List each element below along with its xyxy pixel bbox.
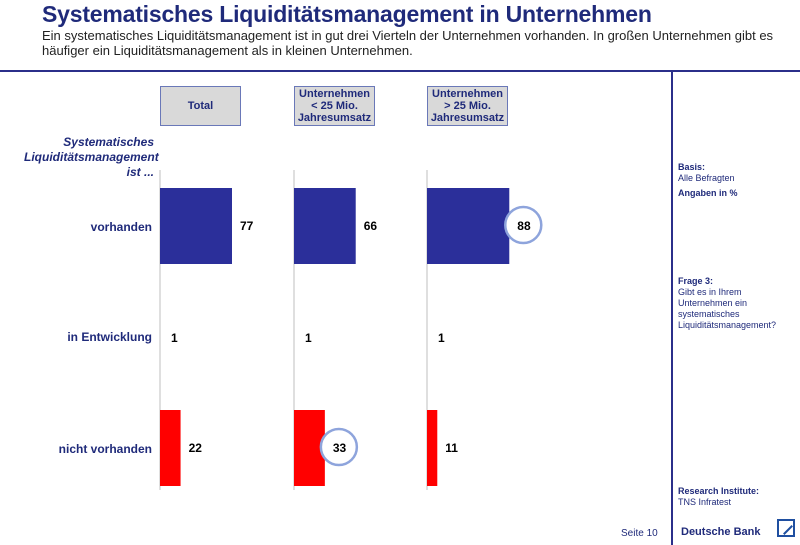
data-label-1-1: 1 [305,331,312,345]
column-header-total: Total [160,86,241,126]
header-divider [0,70,800,72]
brand-name: Deutsche Bank [681,526,761,538]
basis-value: Alle Befragten [678,173,735,183]
data-label-2-1: 1 [438,331,445,345]
page-number: Seite 10 [621,528,658,539]
data-label-1-0: 66 [364,219,378,233]
data-label-0-1: 1 [171,331,178,345]
bar-0-2 [160,410,181,486]
highlight-circle-2-0 [504,205,543,245]
question-label: Frage 3: [678,276,714,286]
column-header-small-companies: Unternehmen < 25 Mio. Jahresumsatz [294,86,375,126]
bar-2-0 [427,188,510,264]
highlight-circle-1-2 [319,427,359,467]
data-label-1-2: 33 [333,441,347,455]
question-text: Gibt es in Ihrem Unternehmen ein systema… [678,287,777,330]
unit-note: Angaben in % [678,188,738,198]
data-label-0-0: 77 [240,219,254,233]
row-label-nicht-vorhanden: nicht vorhanden [58,442,152,456]
basis-label: Basis: [678,162,706,172]
institute-label: Research Institute: [678,486,760,496]
column-header-large-companies: Unternehmen > 25 Mio. Jahresumsatz [427,86,508,126]
bar-1-0 [294,188,356,264]
bar-2-2 [427,410,438,486]
question-note: Frage 3: Gibt es in Ihrem Unternehmen ei… [678,276,798,331]
row-label-vorhanden: vorhanden [90,220,152,234]
bar-0-0 [160,188,232,264]
page-subtitle: Ein systematisches Liquiditätsmanagement… [42,28,774,58]
data-label-2-2: 11 [445,441,458,455]
data-label-2-0: 88 [517,219,531,233]
basis-note: Basis: Alle Befragten Angaben in % [678,162,738,199]
data-label-0-2: 22 [189,441,203,455]
institute-note: Research Institute: TNS Infratest [678,486,759,508]
row-question-label: Systematisches Liquiditätsmanagement ist… [24,135,159,179]
row-label-in-entwicklung: in Entwicklung [67,330,152,344]
institute-value: TNS Infratest [678,497,732,507]
deutsche-bank-logo-icon [777,519,795,537]
page-title: Systematisches Liquiditätsmanagement in … [42,1,652,27]
sidebar-divider [671,70,673,545]
